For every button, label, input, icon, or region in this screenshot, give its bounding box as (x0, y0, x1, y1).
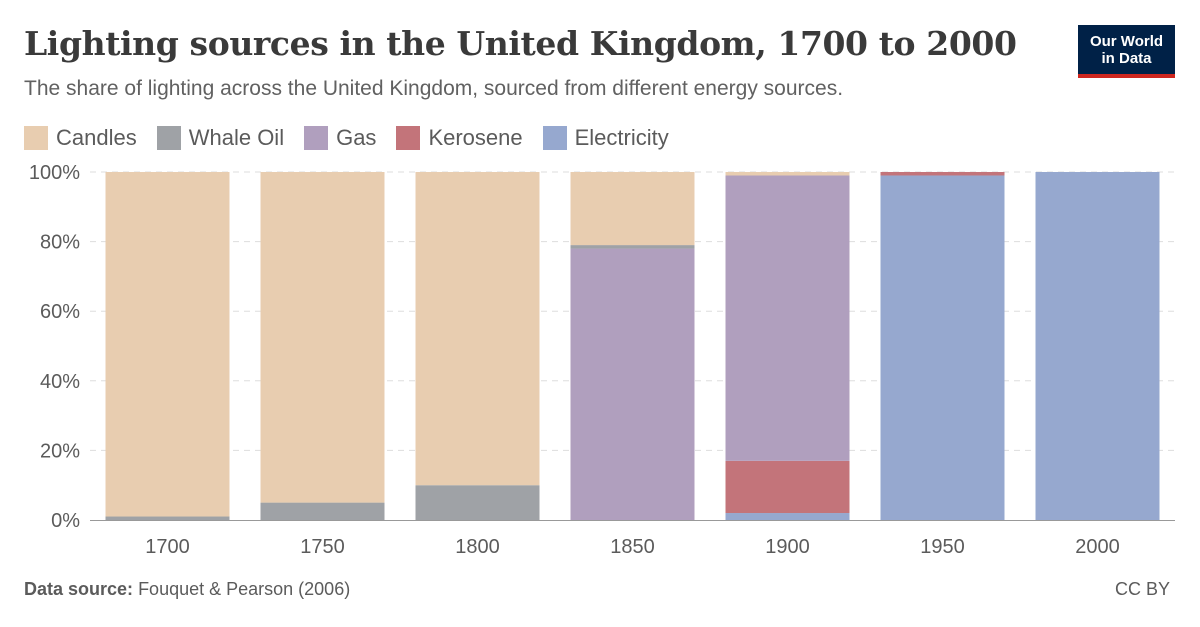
logo-line-1: Our World (1089, 32, 1164, 50)
y-tick-label: 40% (40, 371, 80, 393)
legend-item-electricity[interactable]: Electricity (542, 125, 669, 151)
bar-segment-whale-oil-1700[interactable] (105, 516, 230, 520)
y-tick-label: 80% (40, 232, 80, 254)
legend-label: Candles (56, 125, 137, 150)
bar-segment-electricity-2000[interactable] (1035, 172, 1160, 520)
x-tick-label: 1800 (455, 536, 500, 558)
x-tick-label: 1950 (920, 536, 965, 558)
legend-label: Whale Oil (188, 125, 285, 150)
bar-segment-candles-1750[interactable] (260, 172, 385, 503)
bar-segment-candles-1800[interactable] (415, 172, 540, 486)
x-tick-label: 1700 (145, 536, 190, 558)
x-tick-label: 1750 (300, 536, 345, 558)
bar-segment-candles-1900[interactable] (725, 172, 850, 176)
data-source-label: Data source: (24, 579, 134, 599)
bar-segment-whale-oil-1800[interactable] (415, 485, 540, 520)
data-source-text[interactable]: Fouquet & Pearson (2006) (138, 579, 351, 599)
x-tick-label: 1900 (765, 536, 810, 558)
bar-segment-whale-oil-1750[interactable] (260, 502, 385, 520)
y-tick-label: 0% (51, 510, 80, 532)
y-tick-label: 20% (40, 440, 80, 462)
chart-legend: Candles Whale Oil Gas Kerosene Electricity (24, 124, 689, 152)
legend-item-gas[interactable]: Gas (304, 125, 376, 151)
legend-item-whale-oil[interactable]: Whale Oil (156, 125, 285, 151)
x-tick-label: 1850 (610, 536, 655, 558)
legend-label: Gas (336, 125, 377, 150)
bar-segment-electricity-1950[interactable] (880, 175, 1005, 521)
license-link[interactable]: CC BY (1114, 579, 1170, 599)
bar-segment-gas-1850[interactable] (570, 248, 695, 520)
bar-segment-electricity-1900[interactable] (725, 513, 850, 520)
legend-swatch (304, 126, 329, 150)
bar-segment-candles-1850[interactable] (570, 172, 695, 246)
y-tick-label: 100% (29, 162, 80, 184)
bar-segment-gas-1900[interactable] (725, 175, 850, 461)
bar-segment-whale-oil-1850[interactable] (570, 245, 695, 249)
chart-subtitle: The share of lighting across the United … (24, 77, 844, 100)
legend-item-candles[interactable]: Candles (24, 125, 137, 151)
legend-label: Kerosene (428, 125, 523, 150)
stacked-bar-chart: 0% 20% 40% 60% 80% 100% 1700 1750 1800 1850 1900 19… (29, 162, 1175, 558)
legend-item-kerosene[interactable]: Kerosene (396, 125, 523, 151)
bar-segment-kerosene-1950[interactable] (880, 172, 1005, 176)
logo-line-2: in Data (1101, 49, 1152, 67)
legend-swatch (24, 126, 48, 150)
x-tick-label: 2000 (1075, 536, 1120, 558)
bar-segment-kerosene-1900[interactable] (725, 460, 850, 514)
legend-swatch (396, 126, 421, 150)
legend-swatch (542, 126, 567, 150)
legend-swatch (156, 126, 181, 150)
owid-logo[interactable]: Our World in Data (1078, 25, 1175, 78)
bar-segment-candles-1700[interactable] (105, 172, 230, 517)
legend-label: Electricity (574, 125, 669, 150)
y-tick-label: 60% (40, 301, 80, 323)
chart-title: Lighting sources in the United Kingdom, … (24, 24, 1017, 63)
data-source: Data source: Fouquet & Pearson (2006) (24, 579, 350, 600)
